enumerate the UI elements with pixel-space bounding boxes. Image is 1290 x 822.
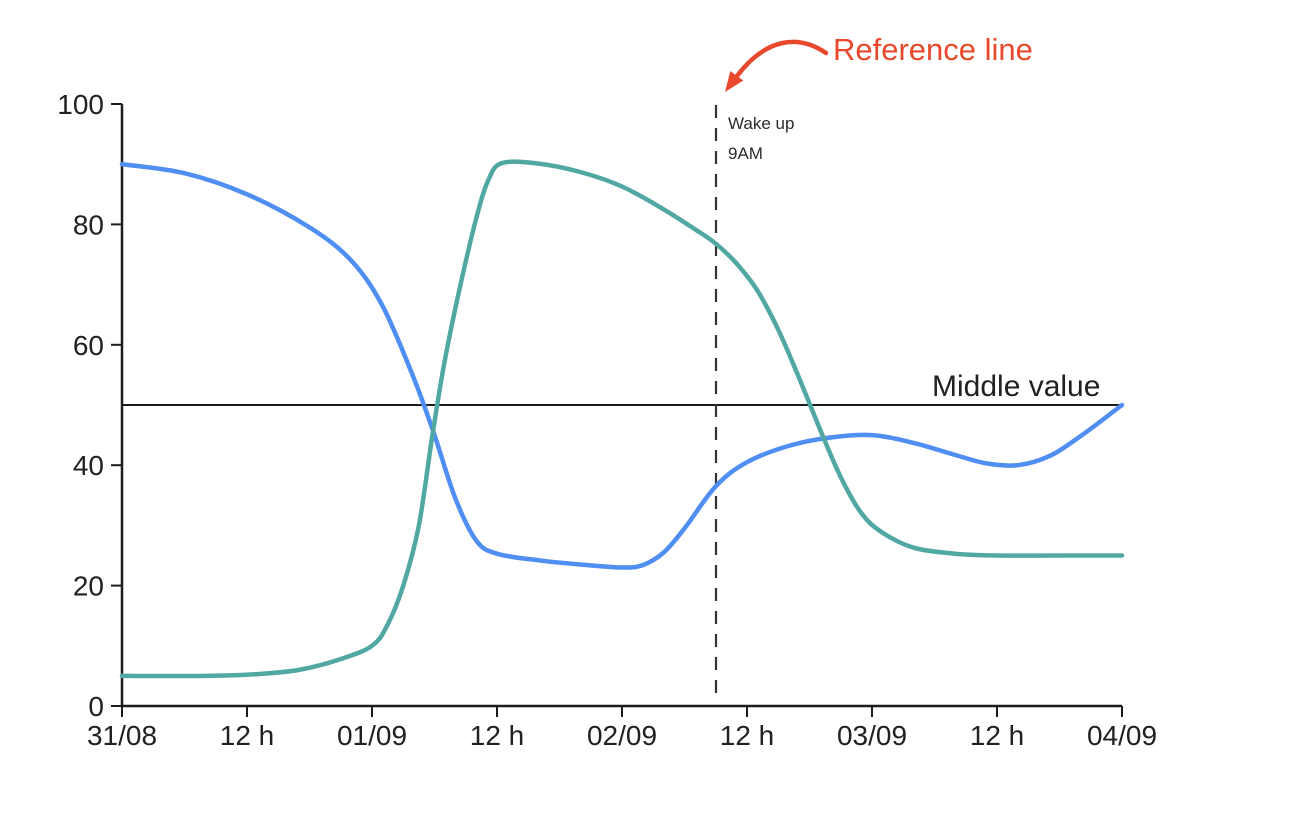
reference-callout-label: Reference line (833, 32, 1033, 67)
x-tick-label: 01/09 (337, 720, 407, 751)
middle-value-label: Middle value (932, 370, 1100, 403)
x-tick-label: 12 h (470, 720, 525, 751)
y-axis-ticks: 0 20 40 60 80 100 (57, 89, 122, 722)
y-tick-label: 40 (73, 450, 104, 481)
x-tick-label: 03/09 (837, 720, 907, 751)
teal-series-line (119, 159, 1125, 679)
wake-up-time-label: 9AM (728, 144, 763, 163)
reference-callout-arrowhead (725, 71, 744, 92)
y-tick-label: 60 (73, 330, 104, 361)
x-tick-label: 12 h (970, 720, 1025, 751)
x-tick-label: 04/09 (1087, 720, 1157, 751)
reference-callout-arrow (734, 39, 829, 79)
x-tick-label: 31/08 (87, 720, 157, 751)
series-lines (119, 159, 1125, 679)
y-tick-label: 20 (73, 571, 104, 602)
blue-series-line (119, 161, 1125, 570)
x-tick-label: 02/09 (587, 720, 657, 751)
x-tick-label: 12 h (720, 720, 775, 751)
y-tick-label: 0 (88, 691, 104, 722)
x-axis-ticks: 31/08 12 h 01/09 12 h 02/09 12 h 03/09 12 h 04/0… (87, 706, 1157, 751)
wake-up-label: Wake up (728, 114, 794, 133)
y-tick-label: 100 (57, 89, 104, 120)
x-tick-label: 12 h (220, 720, 275, 751)
y-tick-label: 80 (73, 209, 104, 240)
